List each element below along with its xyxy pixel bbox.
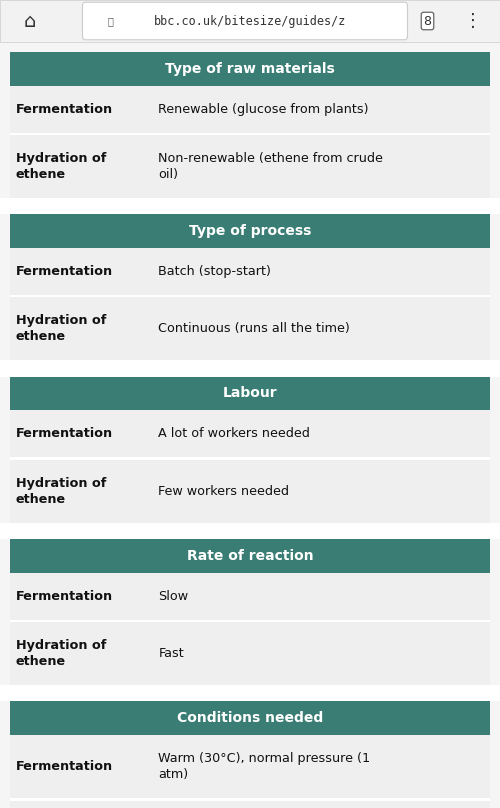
FancyBboxPatch shape: [10, 801, 490, 808]
Text: Conditions needed: Conditions needed: [177, 711, 323, 726]
FancyBboxPatch shape: [0, 360, 500, 377]
FancyBboxPatch shape: [10, 135, 490, 198]
FancyBboxPatch shape: [10, 410, 490, 457]
FancyBboxPatch shape: [10, 52, 490, 86]
Text: bbc.co.uk/bitesize/guides/z: bbc.co.uk/bitesize/guides/z: [154, 15, 346, 27]
Text: Fermentation: Fermentation: [16, 590, 113, 603]
Text: A lot of workers needed: A lot of workers needed: [158, 427, 310, 440]
Text: Warm (30°C), normal pressure (1
atm): Warm (30°C), normal pressure (1 atm): [158, 752, 370, 781]
Text: Fermentation: Fermentation: [16, 265, 113, 278]
FancyBboxPatch shape: [10, 86, 490, 133]
FancyBboxPatch shape: [0, 685, 500, 701]
Text: Fermentation: Fermentation: [16, 103, 113, 116]
FancyBboxPatch shape: [10, 133, 490, 135]
FancyBboxPatch shape: [10, 539, 490, 573]
Text: Batch (stop-start): Batch (stop-start): [158, 265, 272, 278]
Text: Hydration of
ethene: Hydration of ethene: [16, 477, 106, 506]
FancyBboxPatch shape: [10, 457, 490, 460]
Text: Continuous (runs all the time): Continuous (runs all the time): [158, 322, 350, 335]
Text: Type of raw materials: Type of raw materials: [165, 61, 335, 76]
Text: Renewable (glucose from plants): Renewable (glucose from plants): [158, 103, 369, 116]
Text: Fermentation: Fermentation: [16, 760, 113, 773]
Text: Rate of reaction: Rate of reaction: [186, 549, 314, 563]
Text: Hydration of
ethene: Hydration of ethene: [16, 639, 106, 668]
FancyBboxPatch shape: [10, 248, 490, 295]
FancyBboxPatch shape: [10, 214, 490, 248]
Text: Non-renewable (ethene from crude
oil): Non-renewable (ethene from crude oil): [158, 152, 384, 181]
Text: Few workers needed: Few workers needed: [158, 485, 290, 498]
Text: Hydration of
ethene: Hydration of ethene: [16, 314, 106, 343]
FancyBboxPatch shape: [10, 377, 490, 410]
FancyBboxPatch shape: [10, 620, 490, 622]
FancyBboxPatch shape: [10, 295, 490, 297]
Text: Hydration of
ethene: Hydration of ethene: [16, 152, 106, 181]
FancyBboxPatch shape: [10, 735, 490, 798]
Text: Type of process: Type of process: [189, 224, 311, 238]
Text: 🔒: 🔒: [107, 16, 113, 26]
Text: Fast: Fast: [158, 647, 184, 660]
Text: Labour: Labour: [222, 386, 278, 401]
FancyBboxPatch shape: [10, 701, 490, 735]
FancyBboxPatch shape: [10, 622, 490, 685]
FancyBboxPatch shape: [0, 0, 500, 42]
Text: Slow: Slow: [158, 590, 188, 603]
FancyBboxPatch shape: [0, 523, 500, 539]
FancyBboxPatch shape: [10, 297, 490, 360]
FancyBboxPatch shape: [10, 573, 490, 620]
Text: 8: 8: [424, 15, 432, 27]
Text: Fermentation: Fermentation: [16, 427, 113, 440]
Text: ⋮: ⋮: [464, 12, 481, 30]
FancyBboxPatch shape: [10, 460, 490, 523]
FancyBboxPatch shape: [10, 798, 490, 801]
FancyBboxPatch shape: [82, 2, 407, 40]
FancyBboxPatch shape: [0, 198, 500, 214]
Text: ⌂: ⌂: [24, 11, 36, 31]
